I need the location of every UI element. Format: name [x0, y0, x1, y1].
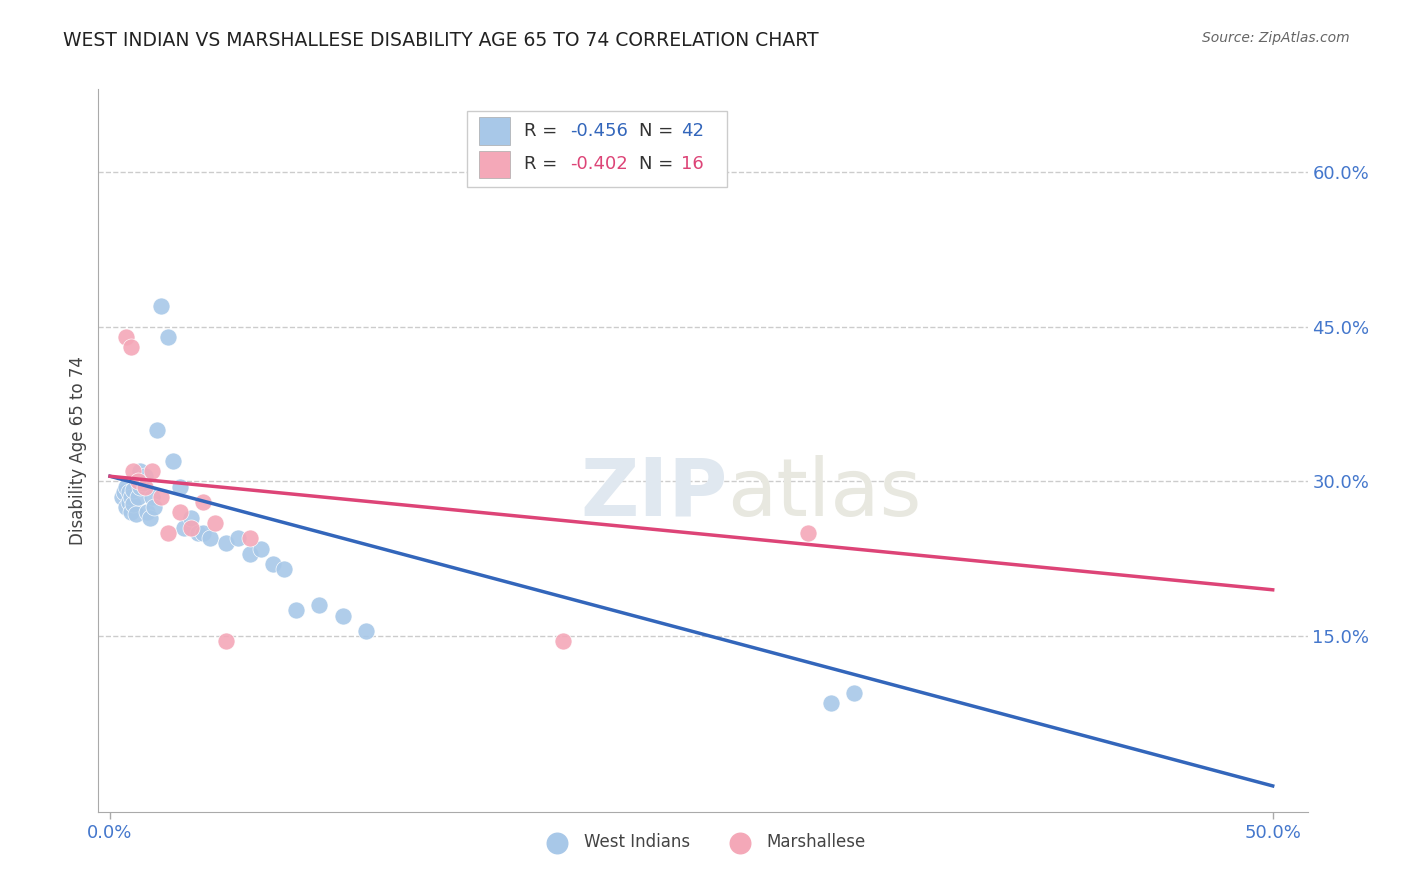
Point [129, 464, 152, 478]
Point [285, 603, 308, 617]
Point [173, 521, 195, 535]
Text: atlas: atlas [727, 455, 921, 533]
Point [157, 526, 180, 541]
Text: R =: R = [524, 155, 562, 173]
Legend: West Indians, Marshallese: West Indians, Marshallese [534, 826, 872, 857]
Point [141, 490, 163, 504]
Point [204, 516, 226, 530]
Point [180, 510, 202, 524]
Point [122, 464, 145, 478]
Point [150, 490, 173, 504]
Point [141, 464, 163, 478]
Text: 16: 16 [682, 155, 704, 173]
Point [129, 480, 152, 494]
Point [239, 531, 262, 545]
Point [198, 531, 221, 545]
FancyBboxPatch shape [467, 111, 727, 186]
Point [187, 526, 209, 541]
Point [134, 469, 156, 483]
Point [157, 330, 180, 344]
Point [796, 526, 818, 541]
Point [553, 634, 575, 648]
Point [120, 490, 142, 504]
Point [191, 526, 214, 541]
Point [820, 696, 842, 710]
Point [131, 476, 153, 491]
Point [215, 634, 238, 648]
Text: N =: N = [638, 155, 679, 173]
Point [124, 508, 146, 522]
Point [115, 500, 138, 515]
Point [354, 624, 377, 639]
Point [127, 490, 149, 504]
Point [162, 454, 184, 468]
Text: 42: 42 [682, 122, 704, 140]
Point [332, 608, 354, 623]
Text: R =: R = [524, 122, 562, 140]
Point [191, 495, 214, 509]
Point [127, 475, 149, 489]
Point [226, 531, 249, 545]
Point [239, 547, 262, 561]
Point [273, 562, 295, 576]
Point [308, 599, 330, 613]
Point [150, 299, 173, 313]
Text: Source: ZipAtlas.com: Source: ZipAtlas.com [1202, 31, 1350, 45]
Text: -0.456: -0.456 [569, 122, 628, 140]
Point [115, 480, 138, 494]
Point [169, 480, 191, 494]
Point [112, 484, 135, 499]
Text: N =: N = [638, 122, 679, 140]
Point [215, 536, 238, 550]
Point [111, 490, 134, 504]
Point [262, 557, 284, 571]
Y-axis label: Disability Age 65 to 74: Disability Age 65 to 74 [69, 356, 87, 545]
Point [145, 423, 167, 437]
Point [118, 495, 141, 509]
Text: -0.402: -0.402 [569, 155, 627, 173]
Text: ZIP: ZIP [579, 455, 727, 533]
Point [143, 500, 166, 515]
Point [122, 497, 145, 511]
Point [120, 505, 142, 519]
Point [169, 505, 191, 519]
FancyBboxPatch shape [479, 151, 509, 178]
Point [118, 484, 141, 499]
Point [136, 505, 159, 519]
Point [122, 483, 145, 497]
Point [115, 330, 138, 344]
Point [250, 541, 273, 556]
Point [138, 510, 160, 524]
Point [134, 480, 156, 494]
Text: WEST INDIAN VS MARSHALLESE DISABILITY AGE 65 TO 74 CORRELATION CHART: WEST INDIAN VS MARSHALLESE DISABILITY AG… [63, 31, 818, 50]
Point [180, 521, 202, 535]
Point [844, 686, 866, 700]
Point [120, 340, 142, 354]
FancyBboxPatch shape [479, 118, 509, 145]
